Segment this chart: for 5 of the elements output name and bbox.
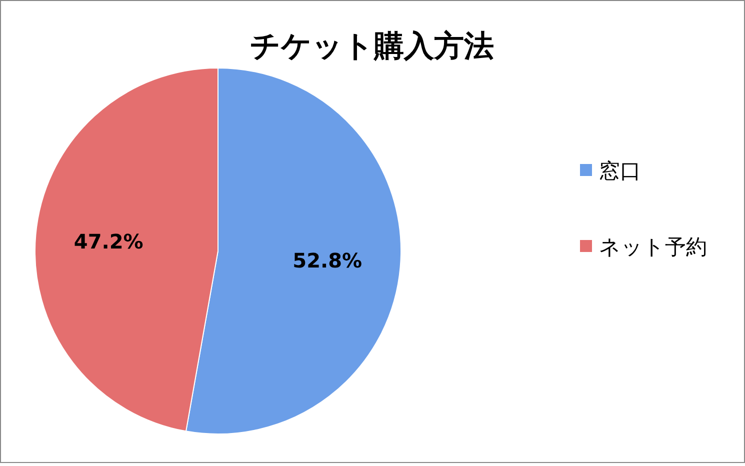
legend-label: ネット予約 [599, 235, 707, 259]
legend-label: 窓口 [599, 159, 641, 183]
data-label: 52.8% [292, 248, 362, 273]
chart-title: チケット購入方法 [250, 29, 494, 64]
data-label: 47.2% [74, 229, 144, 254]
